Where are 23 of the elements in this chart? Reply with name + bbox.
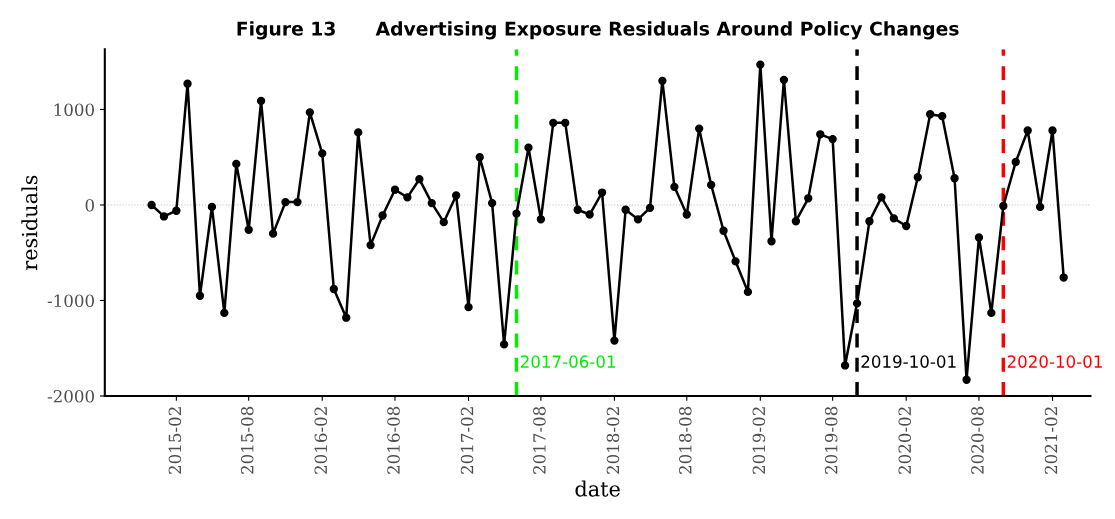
ref-line-label: 2017-06-01 [520,355,616,368]
y-tick-label: 1000 [54,103,94,117]
x-tick-label: 2018-08 [679,406,692,474]
x-tick-label: 2020-08 [971,406,984,474]
x-tick-label: 2019-02 [752,407,766,474]
y-tick-label: -2000 [47,389,94,403]
x-tick-label: 2017-08 [533,406,546,474]
x-tick-label: 2020-02 [898,407,912,474]
x-tick-label: 2016-08 [387,406,400,474]
x-tick-label: 2021-02 [1044,407,1058,474]
ref-line-label: 2019-10-01 [861,355,956,368]
x-tick-label: 2019-08 [824,406,838,474]
y-tick-label: 0 [85,198,94,212]
x-tick-label: 2017-02 [460,407,474,474]
x-axis-title: date [575,480,620,497]
chart-title: Figure 13 Advertising Exposure Residuals Around Policy Changes [237,21,959,40]
y-axis-title: residuals [21,175,38,270]
x-tick-label: 2018-02 [606,407,620,474]
x-tick-label: 2015-02 [168,407,182,474]
y-tick-label: -1000 [47,294,94,308]
x-tick-label: 2015-08 [240,406,254,474]
ref-line-label: 2020-10-01 [1007,355,1102,368]
x-tick-label: 2016-02 [314,407,328,474]
